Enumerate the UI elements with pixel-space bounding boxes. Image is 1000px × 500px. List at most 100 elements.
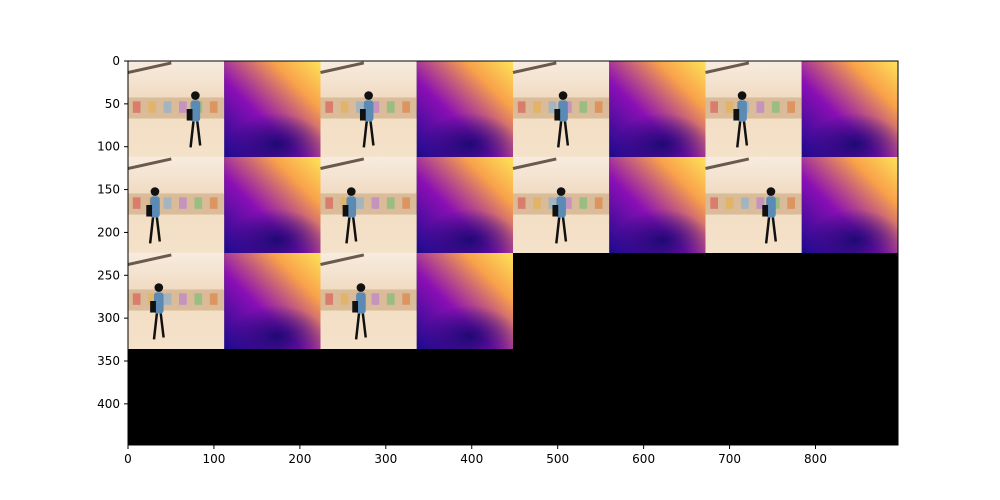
shelf-product [564, 197, 572, 209]
tile-depth [224, 157, 321, 253]
shelf-product [710, 101, 719, 113]
person-bag [186, 109, 193, 121]
axes-frame [127, 60, 899, 446]
person [733, 91, 749, 148]
x-tick-label: 800 [804, 452, 827, 466]
ceiling-beam [320, 157, 365, 170]
tile-depth [609, 157, 706, 253]
shelf-product [579, 101, 588, 113]
ceiling-beam [128, 61, 172, 74]
y-tick-label: 0 [112, 54, 120, 68]
shelf-product [533, 197, 541, 209]
floor [128, 118, 225, 157]
person-head [558, 91, 568, 100]
depth-near-region [224, 94, 321, 157]
ceiling-beam [128, 253, 172, 266]
shelf-product [533, 101, 541, 113]
tile-depth [801, 61, 898, 157]
x-tick-label: 200 [288, 452, 311, 466]
depth-near-region [416, 190, 513, 253]
tile-depth [416, 61, 513, 157]
y-tick-label: 300 [97, 311, 120, 325]
person [352, 283, 367, 340]
shelf-product [402, 197, 411, 209]
person-legs [152, 313, 165, 340]
person-legs [764, 217, 778, 244]
image-tiles [128, 61, 898, 349]
depth-near-region [416, 94, 513, 157]
person-bag [359, 109, 366, 121]
person-head [154, 283, 164, 292]
y-tick-label: 100 [97, 140, 120, 154]
tile-rgb [512, 157, 610, 253]
shelf-product [163, 197, 172, 209]
shelf-product [756, 101, 765, 113]
shelf-product [371, 197, 380, 209]
shelf-product [356, 101, 364, 113]
shelf-product [340, 293, 349, 305]
floor [320, 214, 417, 253]
tile-depth [224, 61, 321, 157]
person-bag [552, 205, 559, 217]
tile-rgb [512, 61, 610, 157]
person-bag [146, 205, 153, 217]
floor [705, 214, 802, 253]
person-head [150, 187, 160, 196]
depth-near-region [416, 286, 513, 349]
shelf-product [148, 101, 156, 113]
ceiling-beam [128, 157, 172, 170]
person-coat [737, 100, 747, 122]
x-tick-label: 300 [374, 452, 397, 466]
person-head [766, 187, 776, 196]
shelf-product [325, 293, 334, 305]
shelf-product [710, 197, 719, 209]
shelf-product [386, 293, 395, 305]
person-head [364, 91, 373, 100]
ceiling-beam [320, 253, 365, 266]
shelf-product [725, 101, 734, 113]
tile-rgb [128, 157, 225, 253]
y-axis-ticks: 0 50 100 150 200 250 300 350 400 [97, 54, 128, 411]
person-head [737, 91, 747, 100]
shelf-product [209, 197, 218, 209]
x-tick-label: 700 [718, 452, 741, 466]
depth-near-region [224, 286, 321, 349]
person-bag [150, 301, 156, 313]
floor [128, 310, 225, 349]
person [359, 91, 375, 148]
shelf-product [594, 197, 603, 209]
floor [513, 214, 610, 253]
y-tick-label: 150 [97, 183, 120, 197]
shelf-product [340, 197, 349, 209]
shelf-product [548, 101, 557, 113]
person-legs [354, 313, 367, 340]
person-coat [356, 292, 366, 314]
person-legs [555, 217, 568, 244]
person-legs [189, 121, 202, 148]
shelf-product [163, 101, 172, 113]
person-legs [556, 121, 570, 148]
shelf-product [787, 197, 796, 209]
depth-near-region [609, 94, 706, 157]
depth-near-region [801, 94, 898, 157]
shelf-product [756, 197, 765, 209]
person-bag [342, 205, 349, 217]
shelf-product [741, 197, 749, 209]
person-coat [190, 100, 201, 122]
person-coat [558, 100, 568, 122]
shelf-product [132, 101, 141, 113]
y-tick-label: 350 [97, 354, 120, 368]
person [342, 187, 358, 244]
shelf-product [148, 293, 156, 305]
person-coat [346, 196, 357, 218]
x-axis-ticks: 0 100 200 300 400 500 600 700 800 [124, 445, 827, 466]
shelf-product [163, 293, 172, 305]
floor [320, 118, 417, 157]
shelf-product [517, 197, 526, 209]
shelf-product [771, 101, 780, 113]
person [150, 283, 165, 340]
person [146, 187, 162, 244]
shelf-product [179, 101, 187, 113]
ceiling-beam [705, 61, 750, 74]
